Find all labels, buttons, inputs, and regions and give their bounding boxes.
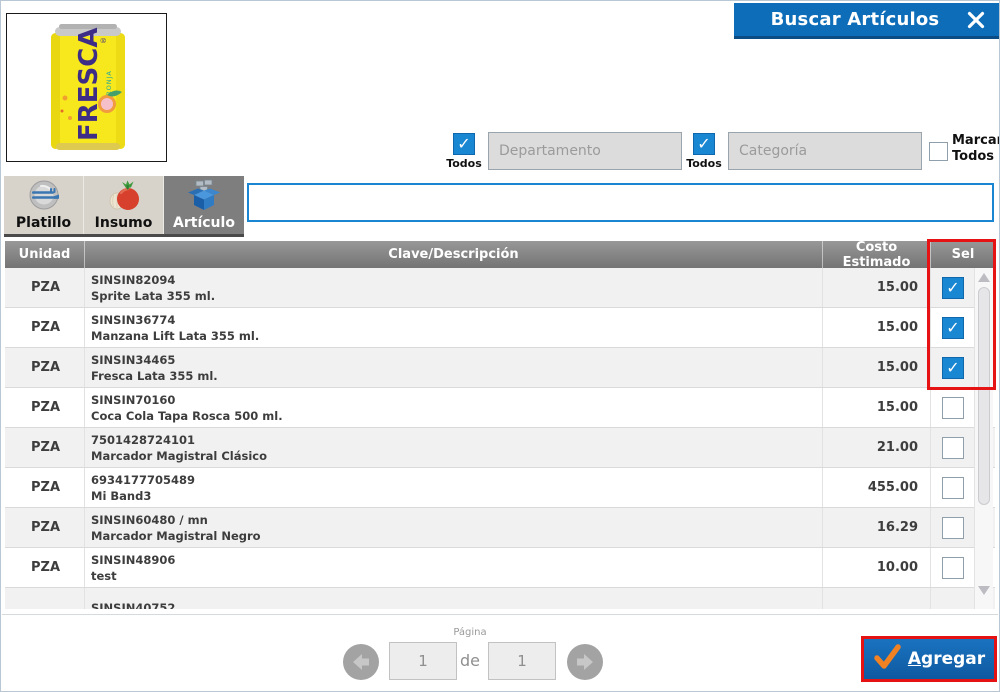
row-clave: 7501428724101 <box>91 432 196 447</box>
table-row[interactable]: PZA SINSIN48906 test 10.00 <box>5 548 995 588</box>
row-clave: SINSIN60480 / mn <box>91 512 208 527</box>
row-descripcion: test <box>91 568 117 583</box>
table-row[interactable]: PZA 6934177705489 Mi Band3 455.00 <box>5 468 995 508</box>
next-page-button[interactable] <box>566 643 604 681</box>
marcar-todos-label: Marcar Todos <box>952 133 1000 164</box>
tab-articulo[interactable]: Artículo <box>164 176 244 234</box>
table-row[interactable]: PZA SINSIN70160 Coca Cola Tapa Rosca 500… <box>5 388 995 428</box>
table-header: Unidad Clave/Descripción Costo Estimado … <box>5 240 995 270</box>
can-trademark: ® <box>100 37 108 44</box>
row-clave: SINSIN34465 <box>91 352 176 367</box>
tab-platillo-label: Platillo <box>15 215 72 231</box>
footer-divider <box>2 614 998 615</box>
table-scrollbar[interactable] <box>974 268 993 609</box>
total-pages-input[interactable] <box>488 642 556 680</box>
tab-insumo[interactable]: Insumo <box>84 176 164 234</box>
todos-categoria-checkbox[interactable] <box>693 133 715 155</box>
row-unidad: PZA <box>5 348 85 387</box>
row-unidad: PZA <box>5 508 85 547</box>
row-descripcion: Marcador Magistral Negro <box>91 528 261 543</box>
row-costo: 15.00 <box>823 308 931 347</box>
departamento-input[interactable] <box>488 132 682 170</box>
product-image: FRESCA ® TORONJA <box>6 13 167 162</box>
tab-strip: Platillo Insumo <box>4 176 244 237</box>
table-row[interactable]: PZA 7501428724101 Marcador Magistral Clá… <box>5 428 995 468</box>
row-costo: 455.00 <box>823 468 931 507</box>
previous-page-button[interactable] <box>342 643 380 681</box>
current-page-input[interactable] <box>389 642 457 680</box>
open-box-icon <box>185 177 223 215</box>
row-clave: SINSIN70160 <box>91 392 176 407</box>
tomato-icon <box>106 177 142 215</box>
row-sel-checkbox[interactable] <box>942 316 964 339</box>
can-flavor-text: TORONJA <box>105 70 113 108</box>
check-icon <box>873 643 901 675</box>
tab-articulo-label: Artículo <box>173 215 235 231</box>
row-unidad <box>5 588 85 609</box>
row-costo: 15.00 <box>823 348 931 387</box>
todos-departamento-label: Todos <box>446 157 482 170</box>
plate-utensils-icon <box>26 177 62 215</box>
tab-platillo[interactable]: Platillo <box>4 176 84 234</box>
marcar-todos-checkbox[interactable] <box>929 142 948 161</box>
row-sel-checkbox[interactable] <box>942 356 964 379</box>
row-clave: 6934177705489 <box>91 472 196 487</box>
table-row[interactable]: PZA SINSIN34465 Fresca Lata 355 ml. 15.0… <box>5 348 995 388</box>
scroll-up-icon[interactable] <box>978 273 990 282</box>
close-icon[interactable] <box>952 10 999 30</box>
row-unidad: PZA <box>5 388 85 427</box>
row-descripcion: Manzana Lift Lata 355 ml. <box>91 328 260 343</box>
row-costo: 10.00 <box>823 548 931 587</box>
row-unidad: PZA <box>5 308 85 347</box>
row-descripcion: Sprite Lata 355 ml. <box>91 288 216 303</box>
row-costo: 15.00 <box>823 388 931 427</box>
row-unidad: PZA <box>5 468 85 507</box>
can-brand-text: FRESCA <box>74 28 104 141</box>
todos-departamento-checkbox[interactable] <box>453 133 475 155</box>
agregar-button-label: Agregar <box>907 649 986 669</box>
row-sel-checkbox[interactable] <box>942 436 964 459</box>
row-sel-checkbox[interactable] <box>942 516 964 539</box>
table-row[interactable]: PZA SINSIN82094 Sprite Lata 355 ml. 15.0… <box>5 268 995 308</box>
table-row[interactable]: PZA SINSIN60480 / mn Marcador Magistral … <box>5 508 995 548</box>
row-costo: 16.29 <box>823 508 931 547</box>
table-row[interactable]: PZA SINSIN36774 Manzana Lift Lata 355 ml… <box>5 308 995 348</box>
row-clave: SINSIN40752 <box>91 600 176 610</box>
column-header-costo-estimado: Costo Estimado <box>823 240 931 270</box>
row-clave: SINSIN82094 <box>91 272 176 287</box>
scroll-down-icon[interactable] <box>978 586 990 595</box>
pagination-label: Página <box>453 627 487 638</box>
row-sel-checkbox[interactable] <box>942 556 964 579</box>
row-sel-checkbox[interactable] <box>942 396 964 419</box>
table-body: PZA SINSIN82094 Sprite Lata 355 ml. 15.0… <box>5 268 995 609</box>
column-header-unidad: Unidad <box>5 241 85 268</box>
column-header-sel: Sel <box>951 247 975 262</box>
row-costo: 15.00 <box>823 268 931 307</box>
row-unidad: PZA <box>5 548 85 587</box>
table-row[interactable]: SINSIN40752 <box>5 588 995 609</box>
row-costo <box>823 588 931 609</box>
row-descripcion: Mi Band3 <box>91 488 152 503</box>
scrollbar-thumb[interactable] <box>978 287 990 505</box>
row-descripcion: Coca Cola Tapa Rosca 500 ml. <box>91 408 283 423</box>
search-input[interactable] <box>247 183 994 222</box>
pagination-separator: de <box>460 651 480 670</box>
todos-categoria-label: Todos <box>686 157 722 170</box>
dialog-header: Buscar Artículos <box>734 3 999 39</box>
row-unidad: PZA <box>5 428 85 467</box>
row-costo: 21.00 <box>823 428 931 467</box>
agregar-button[interactable]: Agregar <box>861 636 997 682</box>
row-unidad: PZA <box>5 268 85 307</box>
row-descripcion: Fresca Lata 355 ml. <box>91 368 218 383</box>
column-header-clave-descripcion: Clave/Descripción <box>85 241 823 268</box>
row-sel-checkbox[interactable] <box>942 476 964 499</box>
row-clave: SINSIN36774 <box>91 312 176 327</box>
row-descripcion: Marcador Magistral Clásico <box>91 448 268 463</box>
dialog-title: Buscar Artículos <box>770 9 940 30</box>
categoria-input[interactable] <box>728 132 922 170</box>
row-sel-checkbox[interactable] <box>942 276 964 299</box>
row-clave: SINSIN48906 <box>91 552 176 567</box>
tab-insumo-label: Insumo <box>94 215 153 231</box>
